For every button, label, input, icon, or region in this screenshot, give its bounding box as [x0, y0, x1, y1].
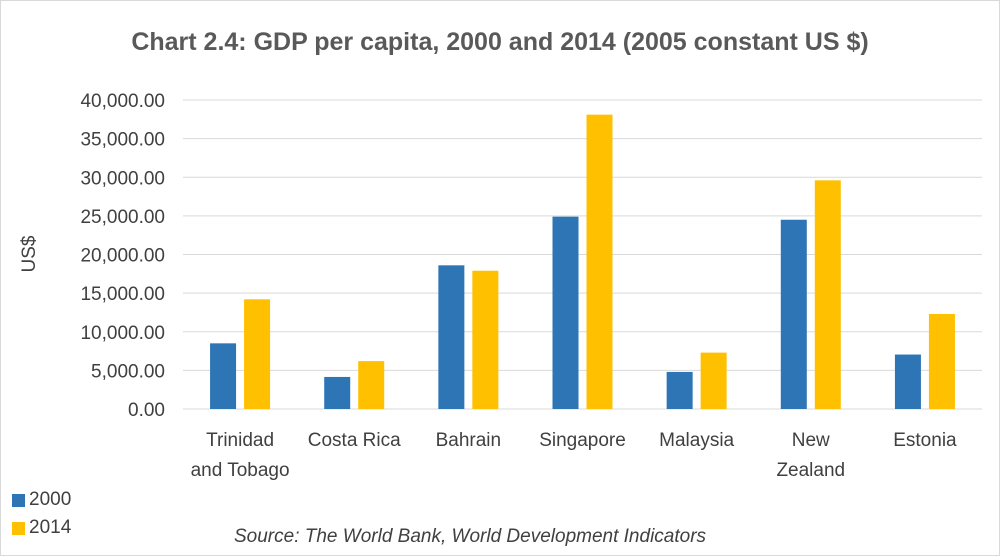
- bar-2000: [552, 216, 579, 409]
- bar-2000: [666, 371, 693, 409]
- legend-swatch-2000: [12, 493, 25, 507]
- source-note: Source: The World Bank, World Developmen…: [234, 526, 707, 547]
- x-tick-label: Costa Rica: [308, 430, 401, 451]
- legend-label-2014: 2014: [29, 517, 72, 538]
- x-tick-label: Trinidad: [206, 430, 274, 451]
- y-tick-label: 15,000.00: [80, 284, 165, 305]
- bar-2014: [244, 299, 271, 409]
- legend-swatch-2014: [12, 521, 25, 535]
- legend-item-2014: 2014: [12, 514, 71, 542]
- bar-2000: [780, 219, 807, 409]
- chart-title: Chart 2.4: GDP per capita, 2000 and 2014…: [131, 28, 869, 56]
- x-tick-label: Singapore: [539, 430, 626, 451]
- x-tick-label: New: [792, 430, 830, 451]
- y-tick-label: 25,000.00: [80, 207, 165, 228]
- legend-label-2000: 2000: [29, 489, 72, 510]
- x-tick-label: Bahrain: [436, 430, 502, 451]
- y-tick-label: 0.00: [128, 400, 165, 421]
- bar-2014: [814, 180, 841, 409]
- bar-2000: [210, 343, 237, 409]
- y-tick-label: 20,000.00: [80, 246, 165, 267]
- bar-2014: [928, 313, 955, 409]
- x-tick-label: Malaysia: [659, 430, 734, 451]
- y-tick-label: 35,000.00: [80, 130, 165, 151]
- y-tick-label: 10,000.00: [80, 323, 165, 344]
- x-tick-label: and Tobago: [191, 460, 290, 481]
- y-tick-label: 30,000.00: [80, 168, 165, 189]
- x-tick-label: Zealand: [776, 460, 845, 481]
- legend: 2000 2014: [12, 486, 71, 542]
- bar-2014: [586, 114, 613, 410]
- bar-2014: [472, 270, 499, 409]
- bar-2014: [700, 352, 727, 409]
- bar-2014: [358, 361, 385, 409]
- bar-2000: [894, 354, 921, 409]
- x-tick-label: Estonia: [893, 430, 957, 451]
- bar-2000: [438, 265, 465, 409]
- bar-2000: [324, 376, 351, 409]
- legend-item-2000: 2000: [12, 486, 71, 514]
- y-tick-label: 5,000.00: [91, 361, 165, 382]
- y-tick-label: 40,000.00: [80, 91, 165, 112]
